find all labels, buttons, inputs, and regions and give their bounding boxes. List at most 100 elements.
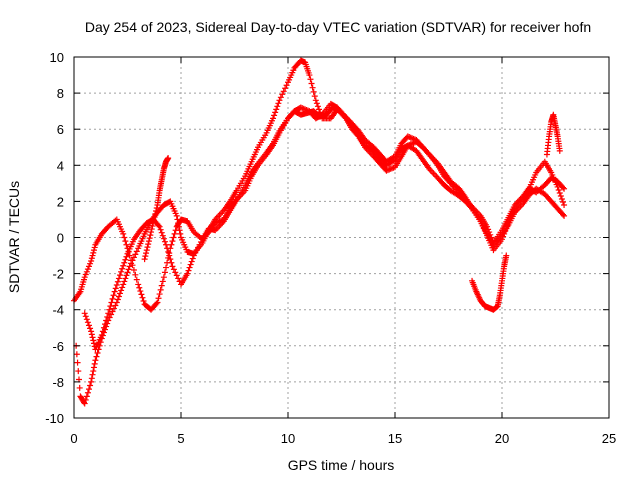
data-point: [115, 275, 122, 282]
data-point: [89, 252, 96, 259]
data-point: [89, 334, 96, 341]
data-point: [83, 268, 90, 275]
data-point: [561, 212, 568, 219]
data-point: [122, 238, 129, 245]
y-tick-label: -6: [52, 339, 64, 354]
axis-ticks: 0 5 10 15 20 25 -10 -8 -6 -4 -2 0 2 4 6 8 10: [45, 50, 616, 446]
data-point: [488, 234, 495, 241]
data-point: [113, 282, 120, 289]
y-tick-label: 6: [57, 122, 64, 137]
data-point: [165, 248, 172, 255]
data-point: [554, 183, 561, 190]
data-point: [81, 274, 88, 281]
y-tick-label: 10: [50, 50, 64, 65]
data-point: [158, 229, 165, 236]
series-track-c: [81, 100, 568, 353]
y-tick-label: 0: [57, 231, 64, 246]
data-point: [187, 261, 194, 268]
data-point: [175, 220, 182, 227]
data-point: [173, 272, 180, 279]
data-point: [139, 294, 146, 301]
data-point: [559, 184, 566, 191]
data-point: [88, 257, 95, 264]
y-tick-label: -4: [52, 303, 64, 318]
data-point: [170, 234, 177, 241]
data-point: [150, 220, 157, 227]
data-point: [310, 88, 317, 95]
data-point: [145, 241, 152, 248]
data-point: [163, 264, 170, 271]
data-point: [81, 310, 88, 317]
data-point: [555, 186, 562, 193]
data-point: [169, 263, 176, 270]
data-point: [121, 234, 128, 241]
data-point: [153, 208, 160, 215]
data-point: [156, 223, 163, 230]
data-point: [143, 250, 150, 257]
data-point: [112, 285, 119, 292]
data-point: [119, 284, 126, 291]
data-point: [85, 263, 92, 270]
data-point: [175, 275, 182, 282]
data-point: [148, 226, 155, 233]
data-point: [425, 150, 432, 157]
data-point: [174, 216, 181, 223]
data-point: [307, 76, 314, 83]
data-point: [166, 252, 173, 259]
data-point: [316, 106, 323, 113]
data-point: [145, 238, 152, 245]
data-point: [270, 115, 277, 122]
data-point: [90, 340, 97, 347]
chart-title: Day 254 of 2023, Sidereal Day-to-day VTE…: [85, 19, 591, 35]
data-point: [84, 266, 91, 273]
data-point: [123, 241, 130, 248]
data-point: [123, 272, 130, 279]
data-point: [274, 103, 281, 110]
data-point: [561, 185, 568, 192]
data-point: [175, 223, 182, 230]
data-point: [119, 265, 126, 272]
data-point: [155, 222, 162, 229]
plot-data: [71, 57, 568, 407]
data-point: [556, 147, 563, 154]
data-point: [149, 223, 156, 230]
data-point: [114, 296, 121, 303]
data-point: [84, 319, 91, 326]
data-point: [88, 328, 95, 335]
data-point: [161, 269, 168, 276]
data-point: [88, 331, 95, 338]
data-point: [500, 233, 507, 240]
data-point: [487, 231, 494, 238]
data-point: [138, 291, 145, 298]
x-tick-label: 10: [281, 431, 295, 446]
x-tick-label: 5: [177, 431, 184, 446]
data-point: [142, 253, 149, 260]
data-point: [110, 292, 117, 299]
data-point: [133, 276, 140, 283]
data-point: [100, 324, 107, 331]
data-point: [76, 384, 83, 391]
data-point: [147, 232, 154, 239]
data-point: [275, 100, 282, 107]
data-point: [170, 266, 177, 273]
data-point: [153, 205, 160, 212]
data-point: [306, 72, 313, 79]
y-tick-label: -8: [52, 375, 64, 390]
y-tick-label: 8: [57, 86, 64, 101]
data-point: [99, 328, 106, 335]
data-point: [501, 230, 508, 237]
data-point: [132, 271, 139, 278]
y-tick-label: 2: [57, 194, 64, 209]
data-point: [168, 259, 175, 266]
x-tick-label: 25: [602, 431, 616, 446]
data-point: [136, 284, 143, 291]
data-point: [499, 236, 505, 243]
data-point: [115, 293, 122, 300]
data-point: [87, 382, 94, 389]
data-point: [109, 308, 116, 315]
data-point: [135, 281, 142, 288]
data-point: [167, 256, 174, 263]
data-point: [91, 360, 98, 367]
series-track-d: [141, 111, 563, 313]
